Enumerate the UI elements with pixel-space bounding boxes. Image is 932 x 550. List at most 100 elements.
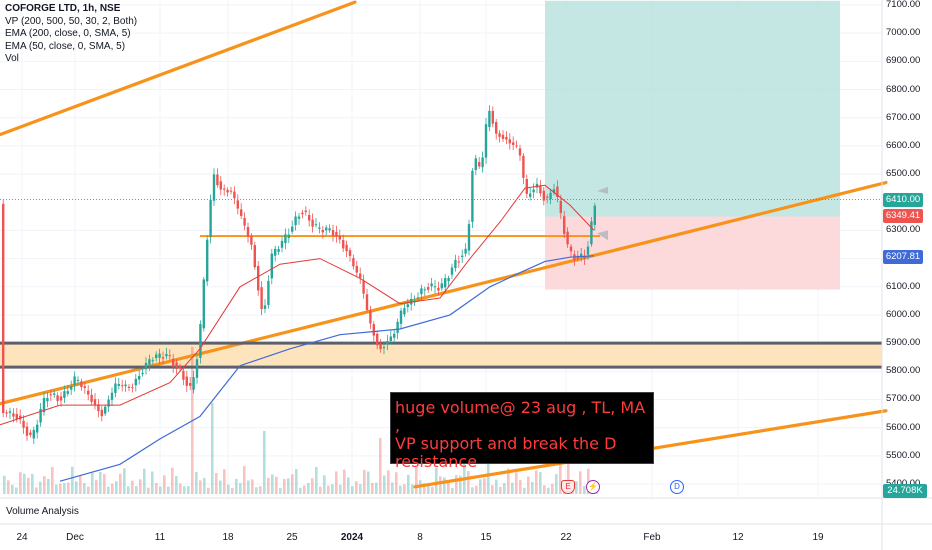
trendline-upper-channel — [0, 0, 357, 137]
candle-body — [226, 189, 229, 193]
volume-bar — [111, 483, 114, 494]
volume-bar — [43, 476, 46, 494]
volume-bar — [151, 471, 154, 494]
volume-bar — [39, 481, 42, 494]
candle-body — [87, 390, 90, 395]
candle-body — [525, 178, 528, 194]
candle-body — [549, 192, 552, 200]
candle-body — [5, 412, 8, 414]
chart-legend: COFORGE LTD, 1h, NSE VP (200, 500, 50, 3… — [5, 3, 137, 66]
volume-bar — [343, 469, 346, 494]
volume-bar — [579, 471, 582, 494]
candle-body — [182, 370, 185, 380]
annotation-text-box[interactable]: huge volume@ 23 aug , TL, MA , VP suppor… — [390, 392, 654, 471]
candle-body — [246, 226, 250, 237]
candle-body — [117, 383, 120, 386]
volume-bar — [19, 472, 22, 494]
volume-bar — [207, 487, 210, 494]
candle-body — [127, 386, 131, 389]
volume-bar — [7, 480, 10, 494]
dividend-icon[interactable]: D — [670, 480, 684, 494]
time-tick-label: 22 — [560, 532, 572, 543]
volume-bar — [459, 475, 462, 494]
candle-body — [236, 200, 239, 209]
volume-bar — [339, 484, 342, 494]
candle-body — [559, 200, 562, 213]
candle-body — [253, 245, 256, 268]
candle-body — [257, 265, 260, 291]
volume-bar — [507, 468, 510, 494]
price-tick-label: 6900.00 — [886, 55, 921, 67]
volume-bar — [395, 472, 398, 494]
candle-body — [263, 305, 267, 309]
candle-body — [389, 336, 392, 342]
candle-body — [318, 227, 321, 229]
candle-body — [22, 420, 25, 428]
candle-body — [280, 240, 284, 248]
ema-200-line — [59, 255, 595, 482]
indicator-ema-200[interactable]: EMA (200, close, 0, SMA, 5) — [5, 28, 131, 39]
candle-body — [175, 362, 178, 370]
candle-body — [352, 258, 355, 267]
position-target-zone — [545, 0, 840, 217]
price-tick-label: 6600.00 — [886, 139, 921, 151]
volume-bar — [167, 486, 170, 494]
earnings-icon[interactable]: E — [561, 480, 575, 494]
indicator-vp[interactable]: VP (200, 500, 50, 30, 2, Both) — [5, 15, 138, 27]
volume-bar — [175, 476, 178, 494]
volume-bar — [155, 482, 158, 494]
candle-body — [474, 158, 477, 171]
candle-body — [155, 354, 158, 359]
volume-bar — [127, 486, 130, 494]
projection-marker-up — [597, 186, 608, 194]
candle-body — [270, 253, 273, 279]
volume-bar — [503, 483, 506, 494]
symbol-title[interactable]: COFORGE LTD, 1h, NSE — [5, 3, 121, 14]
volume-bar — [359, 484, 362, 494]
volume-bar — [83, 483, 86, 494]
candle-body — [107, 399, 110, 407]
indicator-ema-50[interactable]: EMA (50, close, 0, SMA, 5) — [5, 40, 126, 52]
candle-body — [15, 413, 18, 420]
candle-body — [583, 255, 586, 259]
volume-analysis-label[interactable]: Volume Analysis — [6, 506, 79, 517]
candle-body — [481, 157, 484, 168]
volume-bar — [299, 487, 302, 494]
volume-bar — [307, 482, 310, 494]
candle-body — [308, 214, 311, 221]
candle-body — [284, 234, 287, 244]
volume-bar — [423, 483, 426, 494]
volume-bar — [447, 480, 450, 494]
candle-body — [508, 139, 511, 144]
indicator-volume[interactable]: Vol — [5, 53, 19, 64]
price-tick-label: 5800.00 — [886, 365, 921, 377]
volume-bar — [119, 473, 122, 494]
split-icon[interactable]: ⚡ — [586, 480, 600, 494]
price-tick-label: 5900.00 — [886, 337, 921, 349]
volume-bar — [223, 469, 226, 494]
price-tick-label: 6500.00 — [886, 168, 921, 180]
candle-body — [563, 216, 566, 234]
candle-body — [124, 384, 127, 387]
candle-body — [131, 387, 134, 389]
volume-bar — [431, 486, 434, 494]
candle-body — [202, 279, 205, 329]
candle-body — [556, 186, 559, 197]
volume-bar — [439, 476, 442, 494]
candle-body — [304, 210, 307, 213]
volume-bar — [315, 466, 318, 494]
volume-bar — [387, 470, 390, 494]
candle-body — [484, 124, 488, 158]
volume-bar — [259, 486, 262, 494]
candle-body — [593, 205, 596, 225]
candle-body — [539, 185, 542, 194]
candle-body — [274, 248, 277, 256]
candle-body — [416, 297, 420, 299]
candle-body — [294, 216, 297, 226]
candle-body — [325, 227, 328, 231]
candle-body — [110, 392, 114, 400]
candle-body — [216, 174, 219, 186]
candle-body — [529, 193, 532, 197]
volume-bar — [367, 471, 370, 494]
